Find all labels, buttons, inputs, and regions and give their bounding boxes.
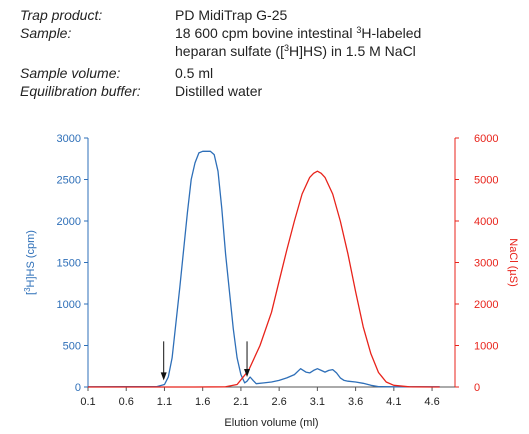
right-axis-title: NaCl (µS) — [507, 238, 519, 287]
x-tick-label: 0.6 — [119, 396, 134, 408]
left-axis-title: [3H]HS (cpm) — [23, 230, 38, 295]
sample-volume-label: Sample volume: — [20, 65, 121, 81]
left-tick-label: 500 — [63, 341, 81, 353]
right-tick-label: 5000 — [474, 175, 498, 187]
right-tick-label: 2000 — [474, 299, 498, 311]
equilibration-buffer-value: Distilled water — [175, 83, 263, 99]
equilibration-buffer-label: Equilibration buffer: — [20, 83, 141, 99]
sample-label: Sample: — [20, 25, 72, 41]
right-tick-label: 0 — [474, 382, 480, 394]
left-tick-label: 1500 — [57, 258, 81, 270]
x-tick-label: 2.1 — [233, 396, 248, 408]
nacl-series-line — [88, 170, 440, 388]
x-tick-label: 3.6 — [348, 396, 363, 408]
x-tick-label: 2.6 — [271, 396, 286, 408]
x-tick-label: 0.1 — [80, 396, 95, 408]
x-tick-label: 1.1 — [157, 396, 172, 408]
arrow-annotation-head — [160, 372, 167, 381]
sample-value-line1: 18 600 cpm bovine intestinal 3H-labeled — [175, 25, 422, 41]
left-tick-label: 2000 — [57, 216, 81, 228]
cpm-series-line — [87, 150, 440, 388]
arrow-annotation-head — [244, 369, 251, 378]
left-tick-label: 3000 — [57, 133, 81, 145]
trap-product-value: PD MidiTrap G-25 — [175, 7, 288, 23]
x-tick-label: 3.1 — [310, 396, 325, 408]
left-tick-label: 0 — [75, 382, 81, 394]
left-tick-label: 1000 — [57, 299, 81, 311]
left-tick-label: 2500 — [57, 175, 81, 187]
x-axis-title: Elution volume (ml) — [224, 417, 318, 429]
right-tick-label: 4000 — [474, 216, 498, 228]
x-tick-label: 4.6 — [424, 396, 439, 408]
x-tick-label: 1.6 — [195, 396, 210, 408]
sample-value-line2: heparan sulfate ([3H]HS) in 1.5 M NaCl — [175, 43, 416, 59]
x-tick-label: 4.1 — [386, 396, 401, 408]
right-tick-label: 1000 — [474, 341, 498, 353]
right-tick-label: 6000 — [474, 133, 498, 145]
trap-product-label: Trap product: — [20, 7, 103, 23]
sample-volume-value: 0.5 ml — [175, 65, 214, 81]
right-tick-label: 3000 — [474, 258, 498, 270]
